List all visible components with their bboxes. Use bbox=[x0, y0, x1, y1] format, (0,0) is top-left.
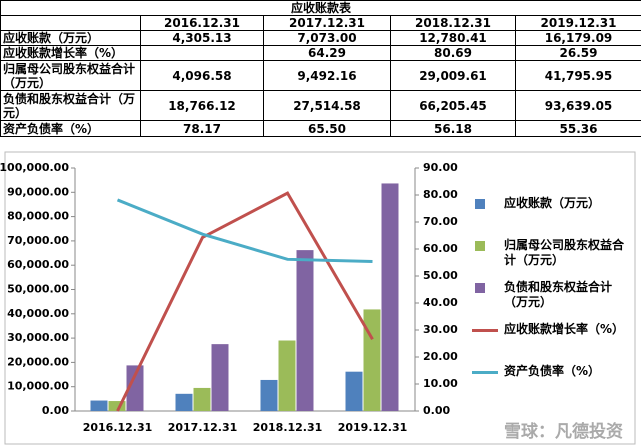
bar bbox=[193, 387, 211, 411]
y-tick-label: 50,000.00 bbox=[7, 283, 69, 296]
table-cell: 4,305.13 bbox=[140, 30, 264, 46]
header-row: 2016.12.31 2017.12.31 2018.12.31 2019.12.31 bbox=[0, 15, 641, 31]
row-label: 应收账款（万元） bbox=[0, 30, 141, 46]
y-tick-label: 100,000.00 bbox=[0, 161, 69, 174]
line-series bbox=[116, 198, 373, 264]
table-row: 应收账款（万元） 4,305.13 7,073.00 12,780.41 16,179.… bbox=[0, 30, 641, 46]
legend-label: 资产负债率（%） bbox=[504, 364, 601, 378]
chart-frame bbox=[4, 151, 636, 445]
bar bbox=[90, 400, 108, 411]
table-cell: 55.36 bbox=[514, 120, 641, 137]
bar bbox=[175, 393, 193, 411]
table-cell: 9,492.16 bbox=[263, 60, 391, 91]
data-table: 应收账款表 2016.12.31 2017.12.31 2018.12.31 2019… bbox=[0, 0, 641, 137]
table-row: 归属母公司股东权益合计（万元） 4,096.58 9,492.16 29,009.61… bbox=[0, 60, 641, 91]
table-cell: 78.17 bbox=[140, 120, 264, 137]
x-tick-label: 2018.12.31 bbox=[253, 421, 323, 434]
y2-tick-label: 40.00 bbox=[423, 296, 458, 309]
bar bbox=[260, 379, 278, 411]
row-label: 负债和股东权益合计（万元） bbox=[0, 90, 141, 121]
legend-label: 应收账款（万元） bbox=[504, 196, 601, 210]
legend-entry: 应收账款增长率（%） bbox=[472, 322, 632, 364]
bar bbox=[211, 344, 229, 411]
y2-tick-label: 80.00 bbox=[423, 188, 458, 201]
y-tick-label: 0.00 bbox=[42, 404, 69, 417]
bar bbox=[381, 183, 399, 411]
bar bbox=[296, 250, 314, 411]
legend-line bbox=[472, 329, 498, 332]
table-cell: 93,639.05 bbox=[514, 90, 641, 121]
y-tick-label: 80,000.00 bbox=[7, 210, 69, 223]
bar bbox=[345, 371, 363, 411]
table-cell: 56.18 bbox=[390, 120, 516, 137]
legend-entry: 资产负债率（%） bbox=[472, 364, 632, 406]
column-header: 2019.12.31 bbox=[514, 15, 641, 31]
y2-tick-label: 10.00 bbox=[423, 377, 458, 390]
legend-swatch bbox=[475, 241, 485, 251]
table-cell: 4,096.58 bbox=[140, 60, 264, 91]
legend-label: 负债和股东权益合计（万元） bbox=[504, 280, 613, 309]
y2-tick-label: 60.00 bbox=[423, 242, 458, 255]
x-tick-label: 2019.12.31 bbox=[338, 421, 408, 434]
row-label: 资产负债率（%） bbox=[0, 120, 141, 137]
x-tick-label: 2016.12.31 bbox=[83, 421, 153, 434]
bar bbox=[363, 309, 381, 411]
y2-tick-label: 0.00 bbox=[423, 404, 450, 417]
y2-tick-label: 20.00 bbox=[423, 350, 458, 363]
y-tick-label: 90,000.00 bbox=[7, 185, 69, 198]
table-cell: 65.50 bbox=[263, 120, 391, 137]
legend-entry: 应收账款（万元） bbox=[472, 196, 632, 238]
y-tick-label: 30,000.00 bbox=[7, 331, 69, 344]
bar bbox=[126, 365, 144, 411]
y2-tick-label: 90.00 bbox=[423, 161, 458, 174]
legend-line bbox=[472, 371, 498, 374]
x-tick-label: 2017.12.31 bbox=[168, 421, 238, 434]
y-tick-label: 20,000.00 bbox=[7, 355, 69, 368]
y2-tick-label: 50.00 bbox=[423, 269, 458, 282]
line-series bbox=[116, 191, 374, 412]
watermark: 雪球：凡德投资 bbox=[504, 422, 623, 442]
table-cell: 80.69 bbox=[390, 45, 516, 61]
bar bbox=[278, 340, 296, 411]
table-row: 资产负债率（%） 78.17 65.50 56.18 55.36 bbox=[0, 120, 641, 137]
y-tick-label: 70,000.00 bbox=[7, 234, 69, 247]
legend-entry: 归属母公司股东权益合计（万元） bbox=[472, 238, 632, 280]
table-cell: 18,766.12 bbox=[140, 90, 264, 121]
bar bbox=[108, 401, 126, 411]
y-tick-label: 60,000.00 bbox=[7, 258, 69, 271]
y2-tick-label: 30.00 bbox=[423, 323, 458, 336]
y-tick-label: 40,000.00 bbox=[7, 307, 69, 320]
legend: 应收账款（万元） 归属母公司股东权益合计（万元） 负债和股东权益合计（万元） 应收账款… bbox=[472, 196, 632, 406]
table-cell: 26.59 bbox=[514, 45, 641, 61]
table-cell: 27,514.58 bbox=[263, 90, 391, 121]
legend-label: 应收账款增长率（%） bbox=[504, 322, 625, 336]
y2-tick-label: 70.00 bbox=[423, 215, 458, 228]
legend-swatch bbox=[475, 283, 485, 293]
y-tick-label: 10,000.00 bbox=[7, 380, 69, 393]
legend-label: 归属母公司股东权益合计（万元） bbox=[504, 238, 625, 267]
legend-entry: 负债和股东权益合计（万元） bbox=[472, 280, 632, 322]
legend-swatch bbox=[475, 199, 485, 209]
